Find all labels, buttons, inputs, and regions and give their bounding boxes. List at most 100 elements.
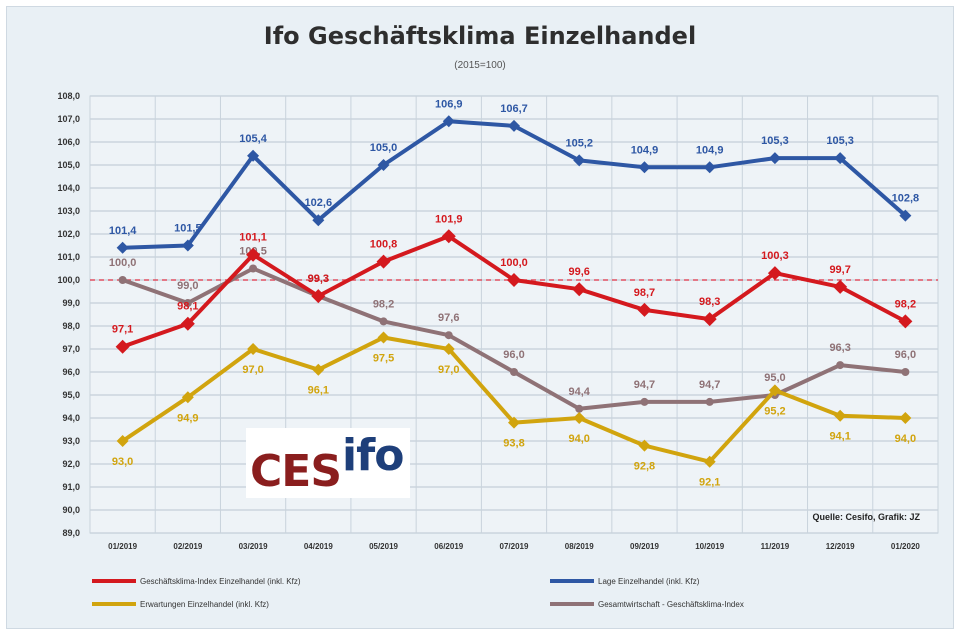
legend-item-gesamtwirtschaft: Gesamtwirtschaft - Geschäftsklima-Index — [550, 597, 744, 611]
legend-label: Geschäftsklima-Index Einzelhandel (inkl.… — [140, 576, 301, 586]
data-label: 101,1 — [239, 232, 267, 244]
cesifo-logo: CES ifo — [246, 428, 410, 498]
data-label: 93,0 — [112, 456, 133, 468]
data-point — [441, 229, 456, 244]
legend-item-klima: Geschäftsklima-Index Einzelhandel (inkl.… — [92, 574, 301, 588]
y-tick-label: 100,0 — [57, 275, 80, 285]
legend-swatch — [550, 602, 594, 606]
data-point — [834, 152, 847, 165]
data-label: 105,3 — [761, 135, 789, 147]
data-point — [442, 343, 455, 355]
data-point — [377, 159, 390, 171]
data-point — [247, 343, 260, 355]
chart-subtitle: (2015=100) — [454, 60, 506, 71]
data-point — [444, 331, 453, 340]
data-label: 96,1 — [308, 385, 329, 397]
data-label: 99,6 — [569, 266, 590, 278]
data-point — [573, 412, 586, 424]
y-tick-label: 94,0 — [62, 413, 80, 423]
y-tick-label: 107,0 — [57, 114, 80, 124]
data-label: 100,0 — [500, 257, 528, 269]
x-tick-label: 08/2019 — [565, 542, 594, 551]
data-label: 96,3 — [829, 342, 850, 354]
data-point — [573, 154, 586, 167]
data-label: 94,4 — [569, 386, 591, 398]
legend-label: Lage Einzelhandel (inkl. Kfz) — [598, 576, 700, 586]
plot-area — [89, 95, 939, 534]
data-point — [575, 404, 584, 413]
data-point — [637, 302, 652, 317]
data-label: 97,0 — [438, 364, 459, 376]
data-label: 97,5 — [373, 353, 394, 365]
logo-text-ifo: ifo — [342, 430, 404, 481]
y-tick-label: 105,0 — [57, 160, 80, 170]
data-label: 94,7 — [699, 379, 720, 391]
data-point — [508, 119, 520, 132]
y-tick-label: 90,0 — [62, 505, 80, 515]
data-point — [116, 241, 129, 254]
data-point — [507, 273, 521, 287]
data-point — [115, 339, 130, 354]
data-label: 97,1 — [112, 324, 133, 336]
x-tick-label: 03/2019 — [239, 542, 268, 551]
y-tick-label: 91,0 — [62, 482, 80, 492]
y-tick-label: 98,0 — [62, 321, 80, 331]
data-point — [705, 397, 714, 406]
data-point — [183, 299, 192, 307]
data-label: 105,0 — [370, 142, 398, 154]
data-point — [768, 384, 781, 397]
legend-item-erwartungen: Erwartungen Einzelhandel (inkl. Kfz) — [92, 597, 269, 611]
legend-item-lage: Lage Einzelhandel (inkl. Kfz) — [550, 574, 699, 588]
x-tick-label: 09/2019 — [630, 542, 659, 551]
data-label: 99,7 — [829, 264, 850, 276]
data-label: 104,9 — [631, 144, 659, 156]
data-label: 98,1 — [177, 301, 198, 313]
data-point — [703, 455, 716, 468]
x-tick-label: 12/2019 — [826, 542, 855, 551]
data-label: 96,0 — [503, 349, 524, 361]
data-label: 98,2 — [373, 298, 394, 310]
legend-label: Erwartungen Einzelhandel (inkl. Kfz) — [140, 599, 269, 609]
data-label: 95,0 — [764, 372, 785, 384]
y-tick-label: 93,0 — [62, 436, 80, 446]
x-tick-label: 05/2019 — [369, 542, 398, 551]
data-point — [767, 266, 782, 281]
data-point — [311, 289, 326, 304]
x-tick-label: 11/2019 — [761, 542, 790, 551]
data-label: 101,4 — [109, 225, 137, 237]
x-tick-label: 10/2019 — [695, 542, 724, 551]
data-label: 100,3 — [761, 250, 789, 262]
y-tick-label: 102,0 — [57, 229, 80, 239]
data-label: 94,1 — [829, 431, 850, 443]
data-point — [899, 412, 912, 424]
data-point — [180, 316, 195, 331]
data-label: 94,7 — [634, 379, 655, 391]
data-point — [833, 279, 848, 294]
data-point — [247, 149, 260, 162]
data-point — [442, 115, 455, 128]
data-point — [572, 282, 587, 297]
data-label: 106,9 — [435, 98, 463, 110]
data-point — [703, 161, 716, 174]
data-label: 96,0 — [895, 349, 916, 361]
y-tick-label: 99,0 — [62, 298, 80, 308]
data-point — [181, 391, 194, 404]
data-label: 102,8 — [892, 193, 920, 205]
source-note: Quelle: Cesifo, Grafik: JZ — [812, 512, 920, 522]
data-point — [899, 209, 912, 222]
data-label: 99,3 — [308, 273, 329, 285]
x-tick-label: 07/2019 — [500, 542, 529, 551]
data-label: 94,0 — [895, 433, 916, 445]
data-point — [836, 361, 845, 370]
data-label: 105,2 — [565, 137, 593, 149]
y-tick-label: 101,0 — [57, 252, 80, 262]
data-point — [898, 314, 913, 329]
data-point — [640, 397, 649, 406]
chart-title: Ifo Geschäftsklima Einzelhandel — [263, 22, 697, 50]
legend-swatch — [92, 579, 136, 583]
x-tick-label: 01/2019 — [108, 542, 137, 551]
data-label: 97,0 — [242, 364, 263, 376]
data-point — [510, 368, 518, 376]
data-label: 95,2 — [764, 405, 785, 417]
